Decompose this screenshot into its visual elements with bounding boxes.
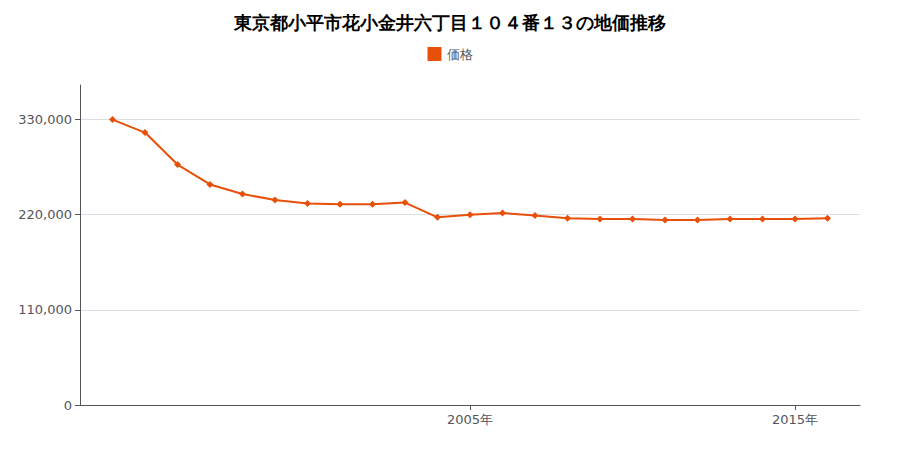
svg-text:価格: 価格 [447, 47, 473, 62]
svg-text:330,000: 330,000 [18, 112, 72, 127]
svg-text:0: 0 [64, 398, 72, 413]
svg-text:東京都小平市花小金井六丁目１０４番１３の地価推移: 東京都小平市花小金井六丁目１０４番１３の地価推移 [233, 12, 666, 33]
svg-text:110,000: 110,000 [18, 302, 72, 317]
svg-text:2005年: 2005年 [447, 412, 493, 427]
svg-text:2015年: 2015年 [772, 412, 818, 427]
svg-text:220,000: 220,000 [18, 207, 72, 222]
